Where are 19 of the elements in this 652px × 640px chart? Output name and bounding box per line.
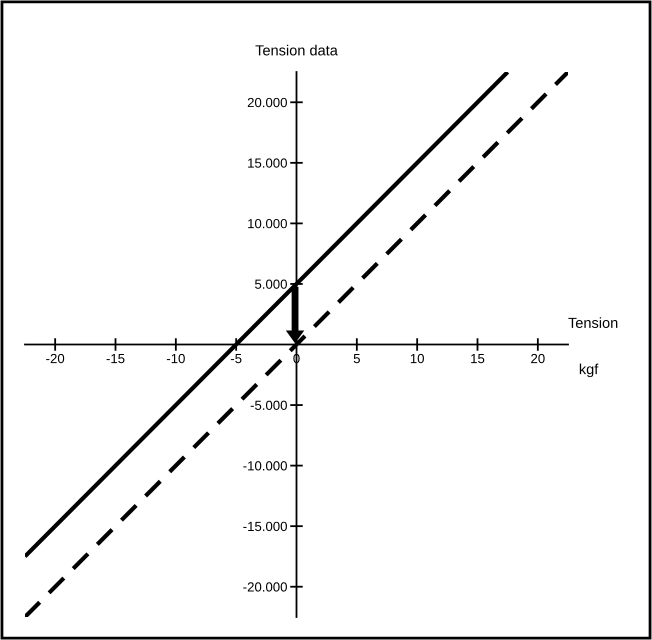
x-tick-label: 20: [531, 354, 545, 364]
y-axis-title: Tension data: [255, 44, 338, 56]
y-tick-label: -5.000: [250, 400, 287, 410]
x-tick-label: 15: [471, 354, 484, 364]
y-tick-label: 5.000: [254, 280, 287, 289]
x-tick-label: 5: [354, 354, 360, 364]
y-tick-label: 10.000: [248, 218, 287, 228]
x-tick-label: -5: [230, 354, 242, 364]
x-axis-title: Tension: [568, 317, 618, 328]
x-tick-label: 10: [410, 354, 424, 364]
y-tick-label: -15.000: [243, 522, 287, 532]
x-tick-label: -20: [46, 354, 64, 364]
y-tick-label: 20.000: [248, 98, 287, 108]
y-tick-label: -20.000: [243, 582, 287, 592]
x-tick-label: -10: [166, 354, 185, 364]
y-tick-label: 15.000: [248, 158, 287, 168]
y-tick-label: -10.000: [243, 461, 287, 471]
x-tick-label: -15: [106, 354, 124, 364]
text: kgf: [580, 364, 598, 378]
